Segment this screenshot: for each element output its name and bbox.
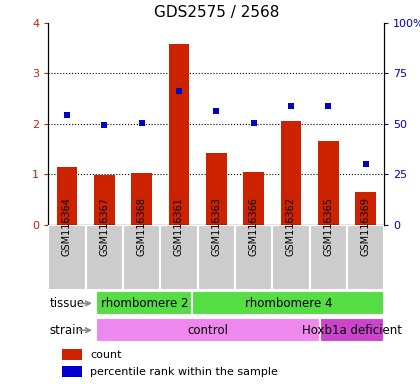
Bar	[96, 291, 192, 316]
Bar	[355, 192, 376, 225]
Bar	[198, 225, 235, 290]
Text: Hoxb1a deficient: Hoxb1a deficient	[302, 324, 402, 337]
Title: GDS2575 / 2568: GDS2575 / 2568	[154, 5, 279, 20]
Bar	[160, 225, 198, 290]
Bar	[192, 291, 384, 316]
Text: percentile rank within the sample: percentile rank within the sample	[90, 367, 278, 377]
Point	[176, 88, 182, 94]
Point	[325, 103, 332, 109]
Bar	[318, 141, 339, 225]
Bar	[347, 225, 384, 290]
Bar	[94, 175, 115, 225]
Text: tissue: tissue	[50, 297, 85, 310]
Text: GSM116369: GSM116369	[361, 197, 370, 256]
Text: strain: strain	[50, 324, 84, 337]
Bar	[48, 225, 86, 290]
Point	[63, 112, 70, 118]
Bar	[131, 173, 152, 225]
Bar	[235, 225, 272, 290]
Bar	[57, 167, 77, 225]
Text: GSM116367: GSM116367	[99, 197, 109, 256]
Text: GSM116363: GSM116363	[211, 197, 221, 256]
Text: GSM116368: GSM116368	[136, 197, 147, 256]
Bar	[62, 366, 82, 377]
Bar	[96, 318, 320, 343]
Bar	[310, 225, 347, 290]
Bar	[272, 225, 310, 290]
Bar	[62, 349, 82, 360]
Point	[288, 103, 294, 109]
Text: rhombomere 2: rhombomere 2	[100, 297, 188, 310]
Text: GSM116365: GSM116365	[323, 197, 333, 256]
Text: count: count	[90, 349, 122, 359]
Text: GSM116362: GSM116362	[286, 197, 296, 256]
Bar	[123, 225, 160, 290]
Text: GSM116361: GSM116361	[174, 197, 184, 256]
Point	[138, 120, 145, 126]
Bar	[169, 44, 189, 225]
Text: GSM116366: GSM116366	[249, 197, 259, 256]
Point	[362, 161, 369, 167]
Text: rhombomere 4: rhombomere 4	[244, 297, 332, 310]
Point	[213, 108, 220, 114]
Bar	[206, 153, 226, 225]
Point	[250, 120, 257, 126]
Bar	[243, 172, 264, 225]
Text: control: control	[188, 324, 229, 337]
Bar	[86, 225, 123, 290]
Point	[101, 122, 108, 128]
Bar	[281, 121, 301, 225]
Bar	[320, 318, 384, 343]
Text: GSM116364: GSM116364	[62, 197, 72, 256]
